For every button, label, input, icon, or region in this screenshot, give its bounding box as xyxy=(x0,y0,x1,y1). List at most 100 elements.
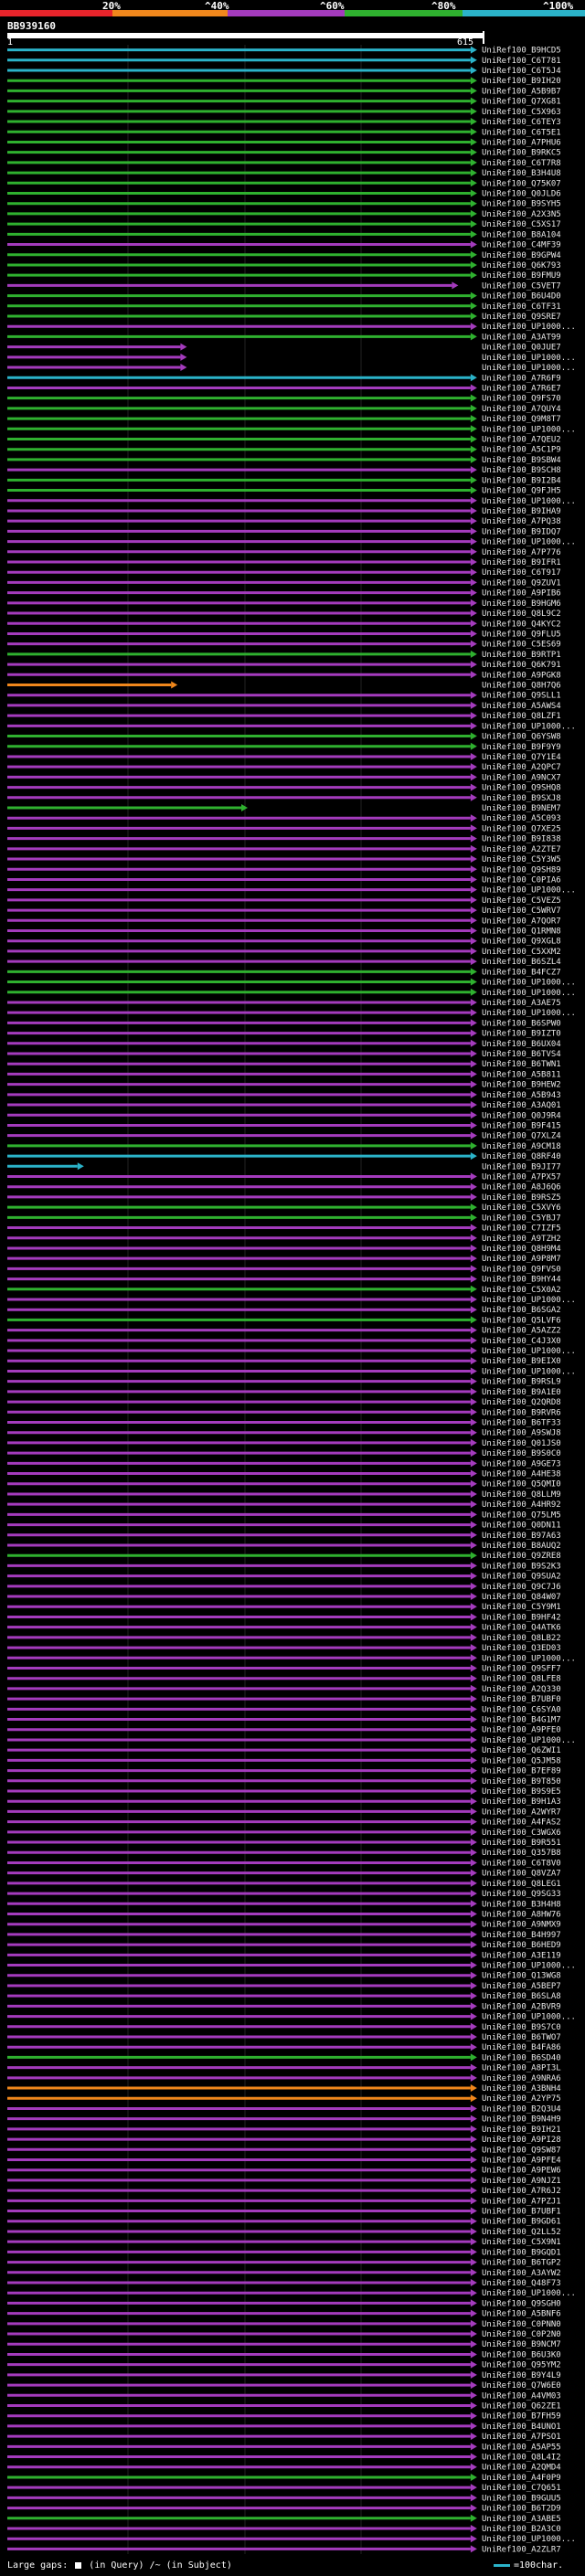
hit-label[interactable]: UniRef100_A9GE73 xyxy=(482,1459,561,1468)
hit-label[interactable]: UniRef100_A3E119 xyxy=(482,1951,561,1960)
hit-label[interactable]: UniRef100_B9N4H9 xyxy=(482,2115,561,2125)
hit-label[interactable]: UniRef100_Q6YSW8 xyxy=(482,733,561,742)
hit-label[interactable]: UniRef100_Q84W07 xyxy=(482,1593,561,1602)
hit-label[interactable]: UniRef100_B9GD61 xyxy=(482,2218,561,2227)
hit-label[interactable]: UniRef100_Q9SLL1 xyxy=(482,692,561,701)
hit-label[interactable]: UniRef100_A3ABE5 xyxy=(482,2515,561,2524)
hit-label[interactable]: UniRef100_UP1000... xyxy=(482,354,576,363)
hit-label[interactable]: UniRef100_A2QMD4 xyxy=(482,2464,561,2473)
hit-label[interactable]: UniRef100_B9Y4L9 xyxy=(482,2371,561,2380)
hit-label[interactable]: UniRef100_Q5LVF6 xyxy=(482,1316,561,1325)
hit-label[interactable]: UniRef100_UP1000... xyxy=(482,1009,576,1018)
hit-label[interactable]: UniRef100_UP1000... xyxy=(482,2535,576,2544)
hit-label[interactable]: UniRef100_A5AWS4 xyxy=(482,702,561,711)
hit-label[interactable]: UniRef100_B6TGP2 xyxy=(482,2259,561,2268)
hit-label[interactable]: UniRef100_A2BVR9 xyxy=(482,2002,561,2011)
hit-label[interactable]: UniRef100_Q9FJH5 xyxy=(482,487,561,496)
hit-label[interactable]: UniRef100_A9SWJ8 xyxy=(482,1429,561,1438)
hit-label[interactable]: UniRef100_Q75K07 xyxy=(482,179,561,188)
hit-label[interactable]: UniRef100_B9HGM6 xyxy=(482,599,561,609)
hit-label[interactable]: UniRef100_A5B943 xyxy=(482,1091,561,1100)
hit-label[interactable]: UniRef100_C5VEZ5 xyxy=(482,896,561,906)
hit-label[interactable]: UniRef100_A3AYW2 xyxy=(482,2269,561,2278)
hit-label[interactable]: UniRef100_B9IZT0 xyxy=(482,1030,561,1039)
hit-label[interactable]: UniRef100_C0P2N0 xyxy=(482,2330,561,2339)
hit-label[interactable]: UniRef100_Q2QRD8 xyxy=(482,1398,561,1407)
hit-label[interactable]: UniRef100_A4VM03 xyxy=(482,2391,561,2401)
hit-label[interactable]: UniRef100_A7QOR7 xyxy=(482,917,561,926)
hit-label[interactable]: UniRef100_A7PQ38 xyxy=(482,517,561,526)
hit-label[interactable]: UniRef100_A9PIB6 xyxy=(482,589,561,599)
hit-label[interactable]: UniRef100_UP1000... xyxy=(482,2013,576,2022)
hit-label[interactable]: UniRef100_A2ZLR7 xyxy=(482,2545,561,2554)
hit-label[interactable]: UniRef100_C6T8V0 xyxy=(482,1859,561,1868)
hit-label[interactable]: UniRef100_B2A3C0 xyxy=(482,2525,561,2534)
hit-label[interactable]: UniRef100_C5ES69 xyxy=(482,641,561,650)
hit-label[interactable]: UniRef100_B9JI77 xyxy=(482,1162,561,1171)
hit-label[interactable]: UniRef100_A5B811 xyxy=(482,1070,561,1079)
hit-label[interactable]: UniRef100_Q8LZF1 xyxy=(482,712,561,721)
hit-label[interactable]: UniRef100_Q7XE25 xyxy=(482,824,561,833)
hit-label[interactable]: UniRef100_A2Q330 xyxy=(482,1685,561,1694)
hit-label[interactable]: UniRef100_Q5JM58 xyxy=(482,1756,561,1765)
hit-label[interactable]: UniRef100_C5XVY6 xyxy=(482,1203,561,1213)
hit-label[interactable]: UniRef100_C5Y3W5 xyxy=(482,855,561,864)
hit-label[interactable]: UniRef100_B3H4H8 xyxy=(482,1900,561,1909)
hit-label[interactable]: UniRef100_UP1000... xyxy=(482,979,576,988)
hit-label[interactable]: UniRef100_B9SBW4 xyxy=(482,456,561,465)
hit-label[interactable]: UniRef100_Q8LLM9 xyxy=(482,1490,561,1500)
hit-label[interactable]: UniRef100_B7FH59 xyxy=(482,2412,561,2422)
hit-label[interactable]: UniRef100_B9HCD5 xyxy=(482,47,561,56)
hit-label[interactable]: UniRef100_A4FAS2 xyxy=(482,1818,561,1828)
hit-label[interactable]: UniRef100_B9GPW4 xyxy=(482,251,561,260)
hit-label[interactable]: UniRef100_Q75LM5 xyxy=(482,1511,561,1520)
hit-label[interactable]: UniRef100_B6T2D9 xyxy=(482,2505,561,2514)
hit-label[interactable]: UniRef100_B9RKC5 xyxy=(482,149,561,158)
hit-label[interactable]: UniRef100_Q7Y1E4 xyxy=(482,753,561,762)
hit-label[interactable]: UniRef100_B9NCM7 xyxy=(482,2340,561,2349)
hit-label[interactable]: UniRef100_A5C1P9 xyxy=(482,446,561,455)
hit-label[interactable]: UniRef100_A9P8M7 xyxy=(482,1255,561,1264)
hit-label[interactable]: UniRef100_B9SXJ8 xyxy=(482,794,561,803)
hit-label[interactable]: UniRef100_Q9SW87 xyxy=(482,2146,561,2155)
hit-label[interactable]: UniRef100_B9T850 xyxy=(482,1777,561,1786)
hit-label[interactable]: UniRef100_B6UX04 xyxy=(482,1040,561,1049)
hit-label[interactable]: UniRef100_C3WGX6 xyxy=(482,1829,561,1838)
hit-label[interactable]: UniRef100_C6TF31 xyxy=(482,302,561,312)
hit-label[interactable]: UniRef100_B6TF33 xyxy=(482,1418,561,1427)
hit-label[interactable]: UniRef100_B4H997 xyxy=(482,1931,561,1940)
hit-label[interactable]: UniRef100_B9FMU9 xyxy=(482,271,561,281)
hit-label[interactable]: UniRef100_B97A63 xyxy=(482,1532,561,1541)
hit-label[interactable]: UniRef100_Q8LEG1 xyxy=(482,1880,561,1889)
hit-label[interactable]: UniRef100_C4MF39 xyxy=(482,241,561,250)
hit-label[interactable]: UniRef100_B9S7C0 xyxy=(482,2023,561,2032)
hit-label[interactable]: UniRef100_UP1000... xyxy=(482,722,576,731)
hit-label[interactable]: UniRef100_A9NCX7 xyxy=(482,773,561,782)
hit-label[interactable]: UniRef100_B6TWO7 xyxy=(482,2033,561,2042)
hit-label[interactable]: UniRef100_Q8VZA7 xyxy=(482,1870,561,1879)
hit-label[interactable]: UniRef100_B9SCH8 xyxy=(482,466,561,475)
hit-label[interactable]: UniRef100_B9S2K3 xyxy=(482,1562,561,1571)
hit-label[interactable]: UniRef100_B6SGA2 xyxy=(482,1306,561,1315)
hit-label[interactable]: UniRef100_B9R551 xyxy=(482,1839,561,1848)
hit-label[interactable]: UniRef100_C6T5J4 xyxy=(482,67,561,76)
hit-label[interactable]: UniRef100_B6U3K0 xyxy=(482,2350,561,2359)
hit-label[interactable]: UniRef100_B9HEW2 xyxy=(482,1081,561,1090)
hit-label[interactable]: UniRef100_C5Y9M1 xyxy=(482,1603,561,1612)
hit-label[interactable]: UniRef100_B9GUU5 xyxy=(482,2494,561,2503)
hit-label[interactable]: UniRef100_B9I2B4 xyxy=(482,476,561,485)
hit-label[interactable]: UniRef100_UP1000... xyxy=(482,1367,576,1376)
hit-label[interactable]: UniRef100_Q7W6E0 xyxy=(482,2381,561,2390)
hit-label[interactable]: UniRef100_Q9SGH0 xyxy=(482,2299,561,2308)
hit-label[interactable]: UniRef100_A8J6Q6 xyxy=(482,1183,561,1193)
hit-label[interactable]: UniRef100_B9S0C0 xyxy=(482,1449,561,1458)
hit-label[interactable]: UniRef100_B9SYH5 xyxy=(482,200,561,209)
hit-label[interactable]: UniRef100_B4UNO1 xyxy=(482,2422,561,2432)
hit-label[interactable]: UniRef100_A9CM18 xyxy=(482,1142,561,1151)
hit-label[interactable]: UniRef100_Q9ZUV1 xyxy=(482,578,561,588)
hit-label[interactable]: UniRef100_A9NMX9 xyxy=(482,1921,561,1930)
hit-label[interactable]: UniRef100_UP1000... xyxy=(482,538,576,547)
hit-label[interactable]: UniRef100_UP1000... xyxy=(482,1962,576,1971)
hit-label[interactable]: UniRef100_Q3ED03 xyxy=(482,1644,561,1653)
hit-label[interactable]: UniRef100_C7IZF5 xyxy=(482,1224,561,1234)
